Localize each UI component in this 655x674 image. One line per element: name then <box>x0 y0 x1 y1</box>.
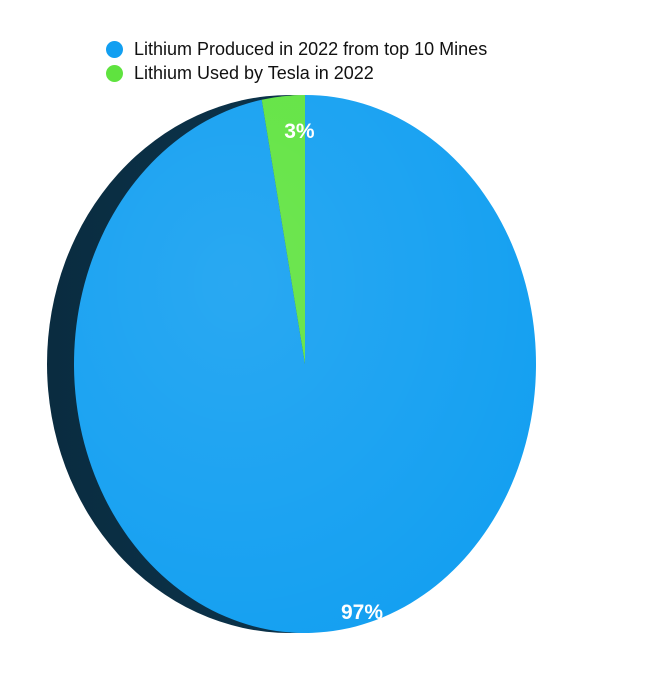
legend-swatch-lithium-tesla <box>106 64 123 82</box>
pie-slices <box>74 95 537 634</box>
legend-label-lithium-tesla: Lithium Used by Tesla in 2022 <box>134 62 374 83</box>
data-label-lithium-tesla: 3% <box>284 120 315 143</box>
pie-slice-lithium-produced <box>74 95 537 634</box>
legend-swatch-lithium-produced <box>106 40 123 58</box>
legend-item-lithium-tesla: Lithium Used by Tesla in 2022 <box>106 61 487 85</box>
pie-data-labels: 97% 3% <box>284 120 383 624</box>
chart-legend: Lithium Produced in 2022 from top 10 Min… <box>106 37 487 85</box>
legend-label-lithium-produced: Lithium Produced in 2022 from top 10 Min… <box>134 38 488 59</box>
data-label-lithium-produced: 97% <box>341 601 383 624</box>
legend-item-lithium-produced: Lithium Produced in 2022 from top 10 Min… <box>106 37 487 61</box>
